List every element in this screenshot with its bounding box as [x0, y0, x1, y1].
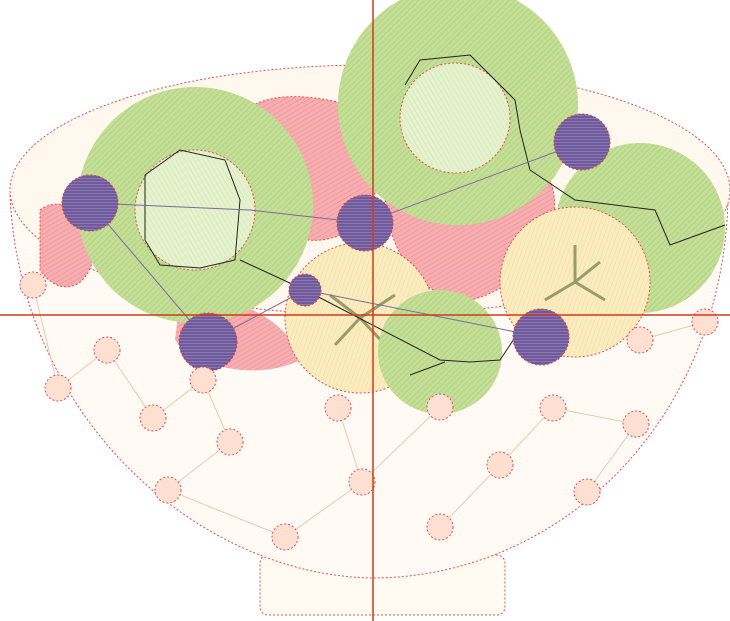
kiwi-flesh — [399, 62, 511, 174]
kiwis — [77, 0, 725, 323]
plum-lines — [89, 141, 583, 343]
banana-seeds — [329, 245, 606, 352]
bowl-pattern-dots — [19, 271, 719, 551]
plums — [61, 113, 611, 372]
plum — [553, 113, 611, 171]
plum — [61, 174, 119, 232]
plum — [512, 308, 570, 366]
plum — [178, 312, 238, 372]
plum — [288, 273, 322, 307]
kiwi — [378, 290, 502, 414]
kiwi-flesh — [134, 149, 256, 271]
plum — [336, 194, 394, 252]
